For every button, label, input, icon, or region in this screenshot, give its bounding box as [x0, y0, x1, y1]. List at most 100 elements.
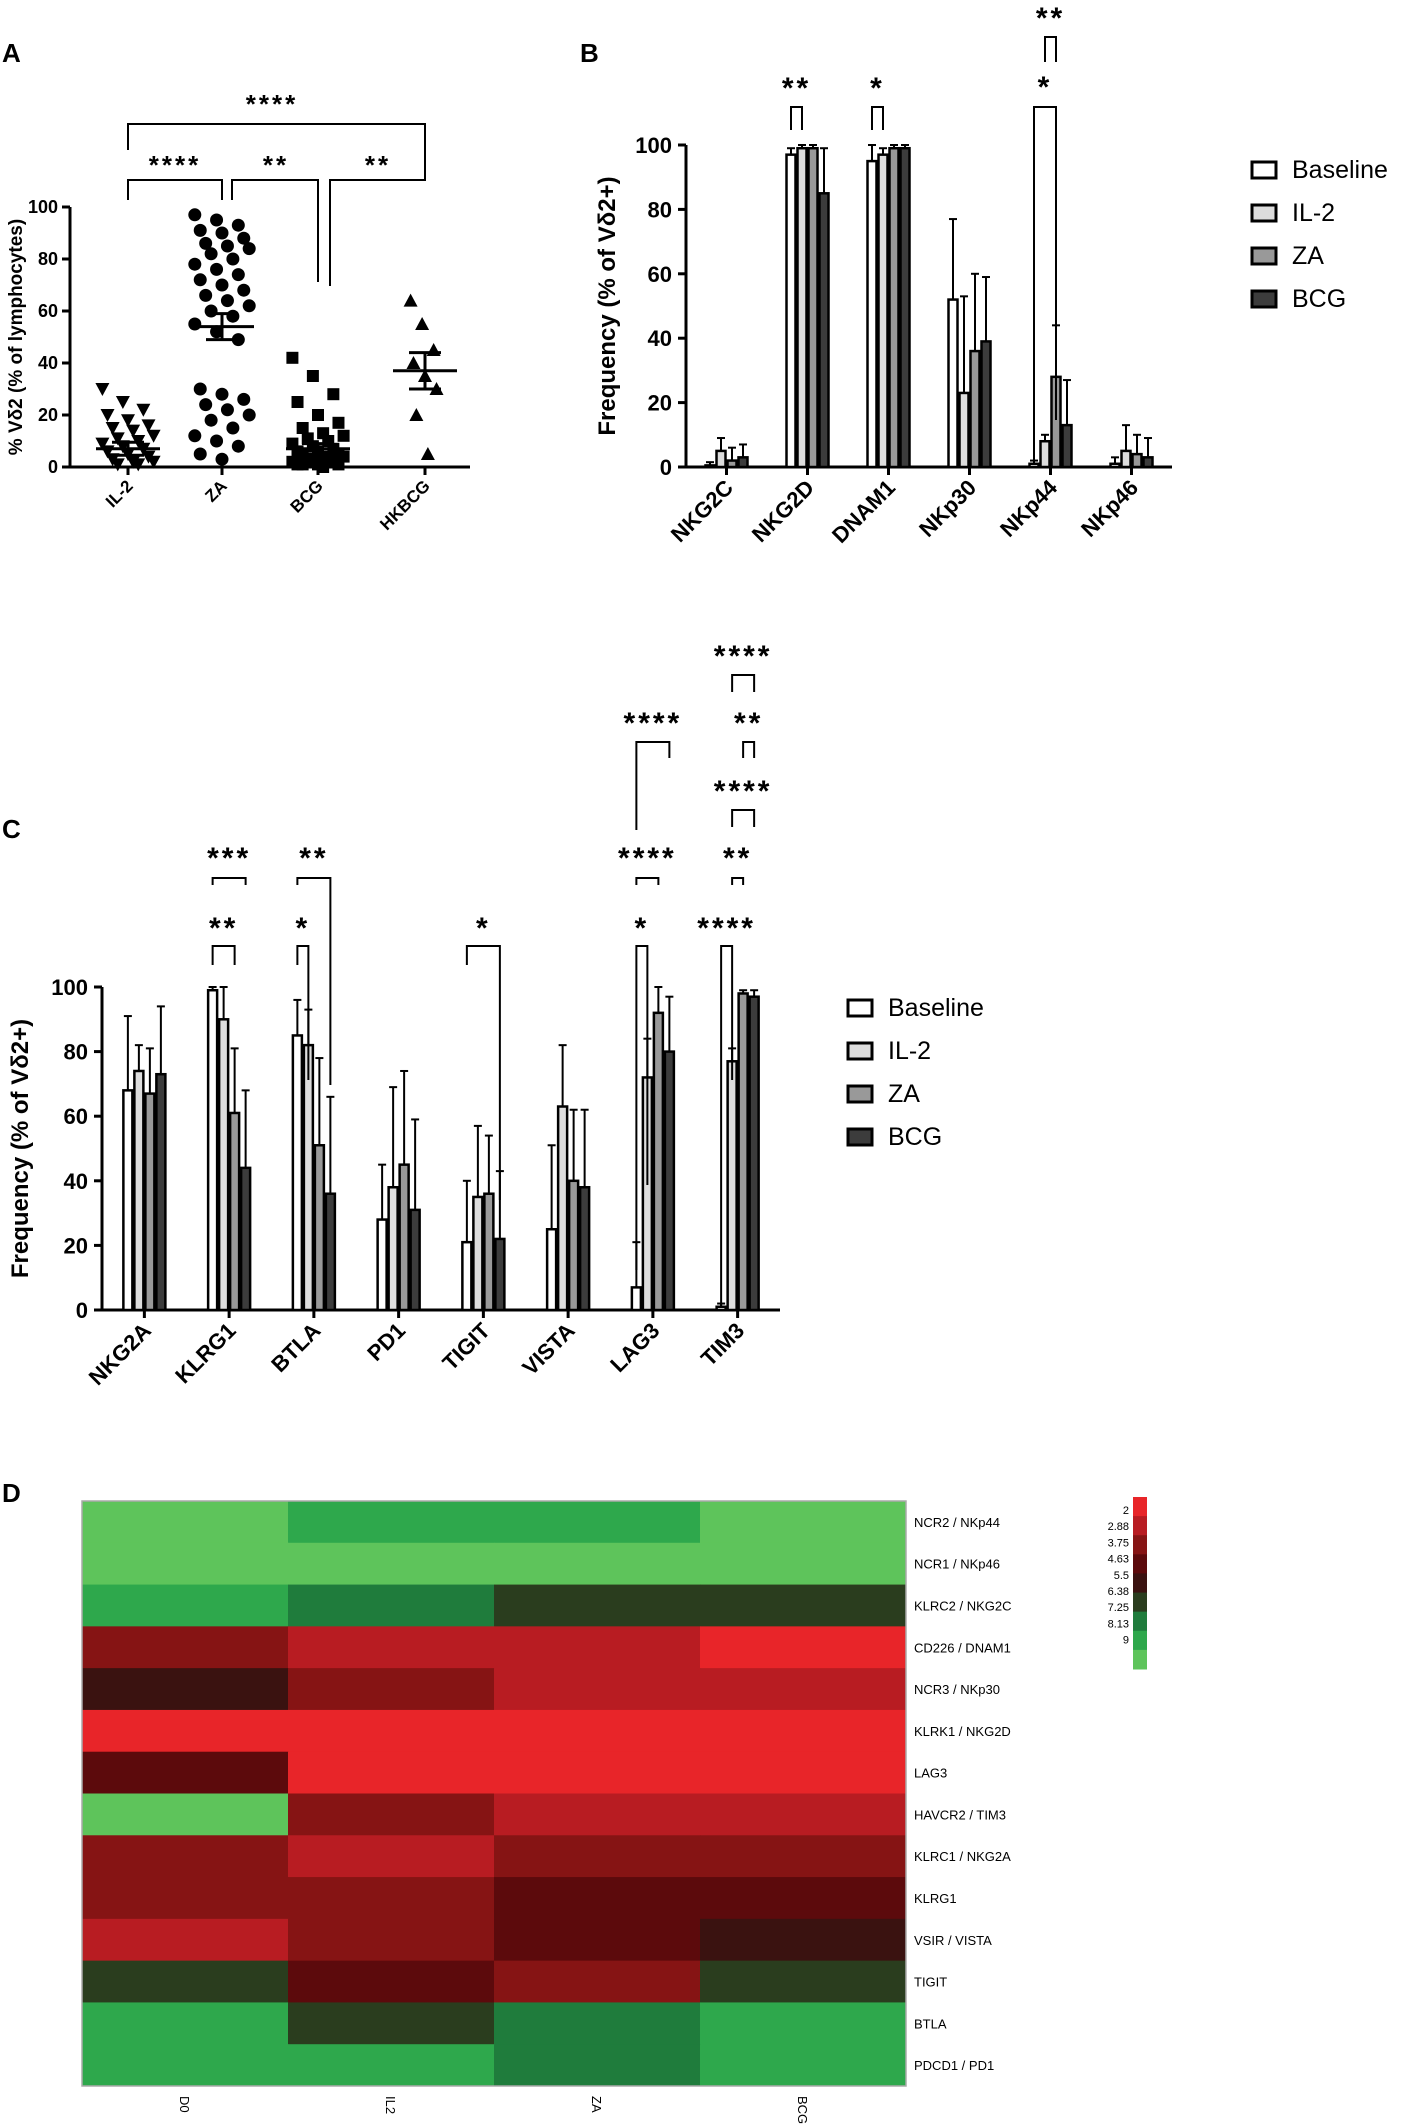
- bar: [899, 146, 911, 469]
- heatmap-cell: [494, 1793, 701, 1836]
- significance-bracket: [127, 179, 223, 200]
- significance-bracket: [329, 168, 426, 286]
- bar: [866, 159, 878, 469]
- legend-label: ZA: [888, 1080, 920, 1108]
- heatmap-cell: [494, 1584, 701, 1627]
- bar: [888, 146, 900, 469]
- heatmap-cell: [82, 1751, 289, 1794]
- panel-letter-c: C: [2, 814, 21, 844]
- significance-label: *: [1038, 71, 1053, 104]
- legend-swatch: [1250, 203, 1278, 223]
- data-point: [409, 408, 424, 421]
- data-point: [188, 257, 202, 271]
- data-point: [110, 458, 125, 472]
- bar: [133, 1069, 145, 1312]
- data-point: [210, 262, 224, 276]
- y-tick-label: 40: [648, 326, 672, 351]
- heatmap-cell: [700, 2044, 907, 2087]
- y-axis-title: Frequency (% of Vδ2+): [7, 1019, 34, 1278]
- panel-c: C 0 20 40 60 80 100 Frequency (% of Vδ2+) NKG2A K…: [2, 640, 984, 1390]
- y-tick-label: 80: [64, 1040, 88, 1065]
- heatmap-cell: [288, 1835, 495, 1878]
- heatmap-row-label: HAVCR2 / TIM3: [914, 1807, 1006, 1822]
- data-point: [136, 403, 151, 417]
- heatmap-cell: [494, 1960, 701, 2003]
- heatmap-cell: [700, 1542, 907, 1586]
- legend-label: IL-2: [888, 1037, 931, 1065]
- significance-bracket: [1033, 106, 1057, 460]
- significance-label: ****: [714, 775, 773, 808]
- data-point: [226, 421, 240, 435]
- x-tick-label: BTLA: [266, 1318, 325, 1377]
- data-point: [403, 293, 418, 307]
- data-point: [231, 439, 245, 453]
- bar: [704, 464, 716, 469]
- significance-label: **: [782, 72, 811, 105]
- significance-bracket: [635, 877, 660, 885]
- data-point: [420, 447, 435, 460]
- data-point: [237, 231, 251, 245]
- panel-letter-d: D: [2, 1478, 21, 1508]
- y-tick-label: 40: [64, 1169, 88, 1194]
- bar: [239, 1166, 252, 1312]
- heatmap-row-label: BTLA: [914, 2016, 947, 2031]
- bar: [630, 1286, 643, 1312]
- data-point: [204, 247, 218, 261]
- heatmap-border: [81, 1500, 907, 2087]
- data-point: [95, 437, 110, 451]
- data-point: [215, 387, 229, 401]
- data-point: [332, 458, 345, 471]
- data-point: [210, 213, 224, 227]
- y-tick-label: 100: [51, 975, 88, 1000]
- heatmap-cell: [288, 1751, 495, 1794]
- heatmap-cell: [82, 1668, 289, 1711]
- color-scale-segment: [1133, 1630, 1147, 1651]
- bar: [1039, 439, 1051, 469]
- bar: [1120, 449, 1132, 469]
- significance-bracket: [231, 179, 319, 282]
- significance-bracket: [731, 674, 756, 692]
- heatmap-cell: [494, 2044, 701, 2087]
- x-tick-label: KLRG1: [170, 1318, 240, 1388]
- significance-bracket: [871, 106, 884, 130]
- data-point: [188, 429, 202, 443]
- bar: [796, 146, 808, 469]
- legend-label: ZA: [1292, 242, 1324, 270]
- bar: [969, 349, 981, 469]
- data-point: [296, 458, 309, 471]
- y-tick-label: 0: [76, 1298, 88, 1323]
- data-point: [312, 409, 324, 421]
- bar: [785, 153, 797, 469]
- heatmap-cell: [700, 1960, 907, 2003]
- bar: [206, 988, 219, 1312]
- heatmap-cell: [700, 1793, 907, 1836]
- legend-swatch: [1250, 160, 1278, 180]
- legend-label: IL-2: [1292, 199, 1335, 227]
- data-point: [193, 447, 207, 461]
- heatmap-cell: [288, 1960, 495, 2003]
- x-tick-label: VISTA: [517, 1318, 579, 1380]
- data-point: [210, 434, 224, 448]
- heatmap-cell: [494, 1877, 701, 1920]
- significance-label: ****: [697, 912, 756, 945]
- bar: [1142, 456, 1154, 469]
- bar: [947, 298, 959, 469]
- panel-letter-b: B: [580, 38, 599, 68]
- data-point: [226, 309, 240, 323]
- heatmap-cell: [494, 1668, 701, 1711]
- heatmap-cell: [494, 1626, 701, 1669]
- bar: [228, 1111, 241, 1312]
- legend-label: Baseline: [1292, 156, 1388, 184]
- bar: [578, 1186, 591, 1312]
- significance-label: *: [476, 912, 491, 945]
- significance-label: ****: [714, 640, 773, 673]
- x-tick-label: TIGIT: [437, 1317, 495, 1375]
- x-tick-label: BCG: [287, 476, 327, 516]
- y-tick-label: 20: [38, 405, 58, 425]
- significance-label: ****: [246, 89, 298, 119]
- y-tick-label: 60: [648, 262, 672, 287]
- significance-label: **: [734, 707, 763, 740]
- y-tick-label: 80: [38, 249, 58, 269]
- bar: [398, 1163, 410, 1312]
